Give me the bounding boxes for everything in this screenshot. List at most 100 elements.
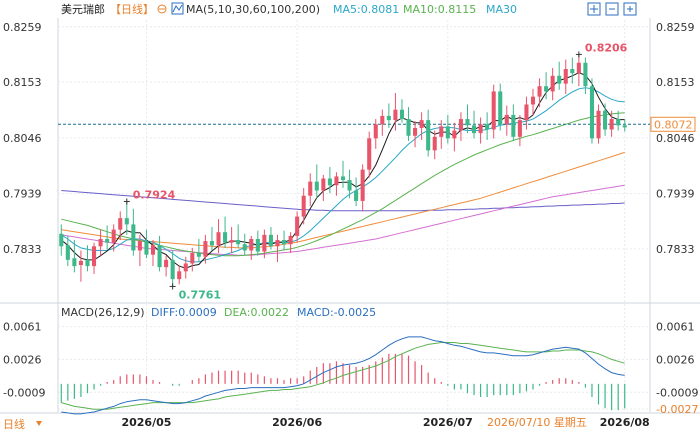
candle xyxy=(616,110,621,131)
zoom-out-icon[interactable] xyxy=(605,2,619,16)
candle xyxy=(340,160,346,188)
candle xyxy=(504,105,509,136)
candle-body xyxy=(524,104,529,121)
candle-body xyxy=(216,232,221,246)
candle xyxy=(393,92,398,131)
labels: 0.8259 0.8259 0.8153 0.8153 0.8046 0.8046 0.79… xyxy=(3,21,698,429)
candle-body xyxy=(498,91,503,125)
period-label[interactable]: 【日线】 xyxy=(110,2,154,16)
candle xyxy=(419,112,424,140)
candle-body xyxy=(229,240,234,243)
candle xyxy=(354,177,359,207)
candle-body xyxy=(399,109,404,120)
candle xyxy=(472,110,477,139)
candle xyxy=(242,233,247,255)
candle xyxy=(255,230,260,256)
settings-icon[interactable] xyxy=(157,4,167,14)
candle xyxy=(78,250,83,282)
candle-body xyxy=(622,125,627,128)
candle xyxy=(295,211,300,243)
candle-body xyxy=(209,241,214,246)
candle-body xyxy=(282,240,287,245)
ma60-line xyxy=(61,151,625,249)
macd-hist-value: MACD:-0.0025 xyxy=(297,306,376,319)
candle-body xyxy=(347,180,352,191)
candle xyxy=(150,240,156,267)
annotation-label: 0.8206 xyxy=(585,41,628,54)
candle-body xyxy=(419,120,424,128)
crosshair-icon[interactable] xyxy=(587,2,601,16)
footer-period-label[interactable]: 日线 xyxy=(3,417,25,431)
macd-label: MACD(26,12,9) xyxy=(61,306,145,319)
candle-body xyxy=(550,75,555,92)
candle xyxy=(491,84,496,139)
candle xyxy=(347,169,352,199)
x-tick-label: 2026/06 xyxy=(272,416,322,429)
candle xyxy=(380,109,385,136)
candle-body xyxy=(413,127,418,136)
candle-body xyxy=(275,240,280,247)
candle xyxy=(282,230,287,251)
candle xyxy=(478,117,483,144)
candle xyxy=(249,235,254,260)
candle xyxy=(550,67,555,101)
candle xyxy=(275,234,280,262)
price-tick-left: 0.8259 xyxy=(3,21,42,34)
candle xyxy=(321,174,326,201)
candle xyxy=(465,104,470,134)
macd-tick-left: -0.0009 xyxy=(3,386,45,399)
candle-body xyxy=(589,86,594,139)
candle-body xyxy=(563,69,568,84)
candle-body xyxy=(609,119,614,130)
price-tick-right: 0.8153 xyxy=(656,76,695,89)
candle-body xyxy=(517,120,522,137)
candle-body xyxy=(380,115,385,125)
grid xyxy=(0,18,700,414)
candle-body xyxy=(445,126,450,139)
candle xyxy=(131,208,136,256)
candle-body xyxy=(583,62,588,87)
candle xyxy=(485,112,490,140)
price-tick-right: 0.8046 xyxy=(656,132,695,145)
indicator-icon[interactable] xyxy=(171,2,184,15)
candle xyxy=(386,103,391,128)
candle xyxy=(327,167,332,194)
candle-body xyxy=(504,114,509,125)
candle xyxy=(111,224,116,252)
candle xyxy=(432,130,437,160)
candle xyxy=(583,57,588,95)
footer-scroll-icon[interactable] xyxy=(36,421,42,426)
candle-body xyxy=(511,114,516,137)
footer-left-bg xyxy=(0,416,56,431)
candle-body xyxy=(458,119,463,131)
candle-body xyxy=(65,245,70,260)
candle xyxy=(563,59,568,95)
candle xyxy=(183,256,188,279)
candle-body xyxy=(295,216,300,236)
candle xyxy=(426,109,431,157)
candle-body xyxy=(406,119,411,136)
candle-body xyxy=(124,218,129,225)
crosshair-date: 2026/07/10 星期五 xyxy=(487,416,587,429)
candle xyxy=(609,110,614,137)
price-tick-left: 0.8046 xyxy=(3,132,42,145)
candle xyxy=(164,255,169,277)
x-tick-label: 2026/08 xyxy=(600,416,650,429)
candle xyxy=(268,227,273,250)
zoom-in-icon[interactable] xyxy=(623,2,637,16)
candle xyxy=(622,119,627,132)
candle-body xyxy=(354,190,359,201)
candle xyxy=(105,225,110,250)
candle xyxy=(190,247,195,272)
candle-body xyxy=(603,110,608,130)
x-tick-label: 2026/07 xyxy=(423,416,473,429)
candle xyxy=(576,54,581,87)
candle-body xyxy=(203,241,208,257)
candle-body xyxy=(537,86,542,97)
candle xyxy=(314,164,319,199)
candle xyxy=(603,103,608,136)
macd-tick-right: 0.0026 xyxy=(656,353,695,366)
candle-body xyxy=(105,238,110,243)
candle xyxy=(203,234,208,264)
